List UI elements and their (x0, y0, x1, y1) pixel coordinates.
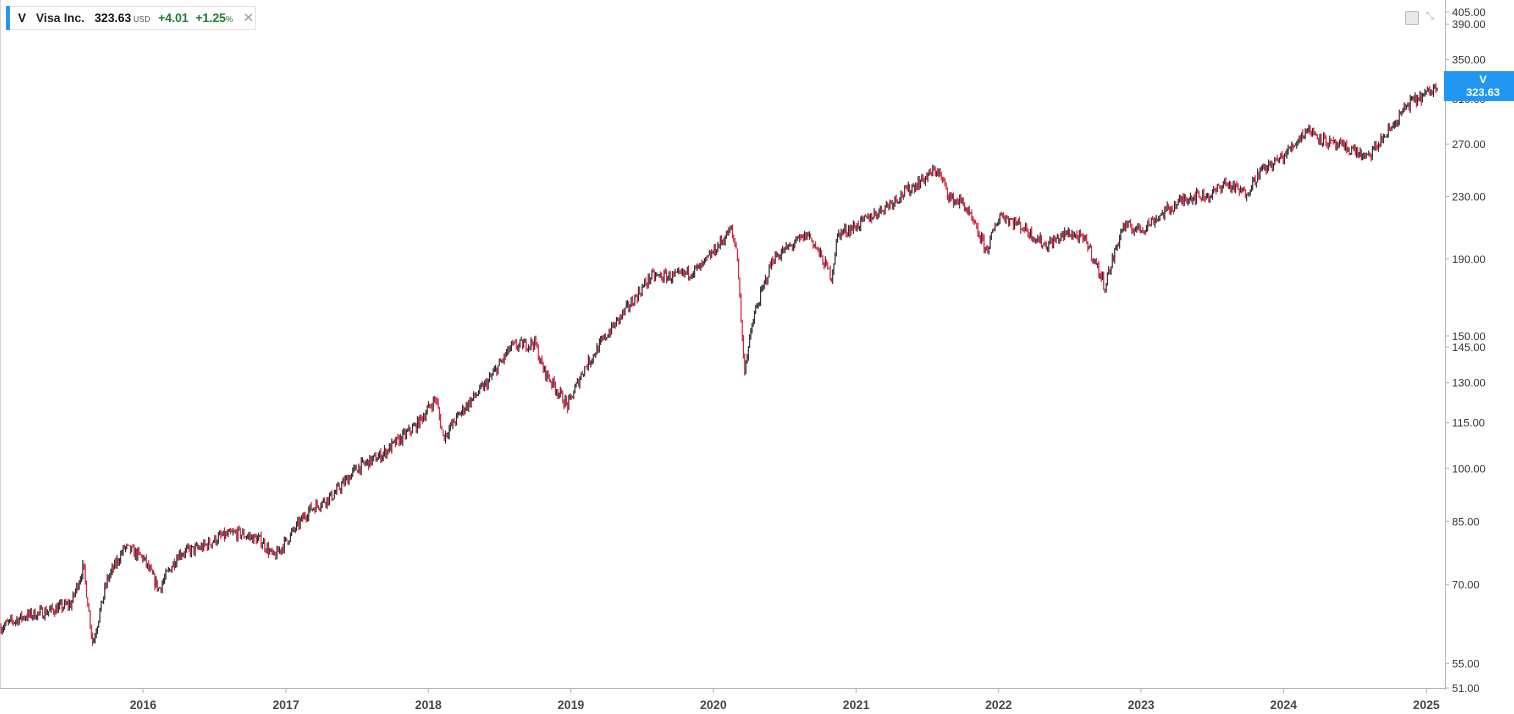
ticker-accent-bar (6, 6, 10, 30)
badge-price: 323.63 (1466, 87, 1500, 99)
collapse-icon[interactable]: ⤡ (1426, 11, 1434, 22)
currency-label: USD (133, 15, 151, 24)
x-tick-label: 2016 (130, 698, 157, 712)
y-tick-label: 405.00 (1452, 7, 1486, 19)
chart-toolbar: ⤡ (1405, 11, 1436, 25)
badge-symbol: V (1479, 74, 1487, 86)
y-tick-label: 130.00 (1452, 378, 1486, 390)
y-tick-label: 51.00 (1452, 683, 1480, 695)
x-tick-label: 2020 (700, 698, 727, 712)
y-tick-label: 70.00 (1452, 580, 1480, 592)
last-price-badge (1444, 71, 1514, 102)
x-tick-label: 2023 (1128, 698, 1155, 712)
download-icon[interactable] (1405, 11, 1419, 25)
percent-unit: % (225, 15, 233, 24)
price-change: +4.01 (158, 11, 189, 25)
x-tick-label: 2017 (273, 698, 300, 712)
y-tick-label: 230.00 (1452, 191, 1486, 203)
y-tick-label: 85.00 (1452, 516, 1480, 528)
company-name: Visa Inc. (36, 11, 85, 25)
ticker-symbol: V (18, 11, 27, 25)
y-tick-label: 55.00 (1452, 658, 1480, 670)
y-tick-label: 270.00 (1452, 139, 1486, 151)
y-tick-label: 115.00 (1452, 418, 1485, 430)
x-tick-label: 2024 (1270, 698, 1297, 712)
x-tick-label: 2021 (843, 698, 870, 712)
x-tick-label: 2019 (557, 698, 584, 712)
close-icon[interactable]: ✕ (242, 10, 254, 25)
percent-change: +1.25 (195, 11, 226, 25)
y-tick-label: 390.00 (1452, 19, 1486, 31)
x-tick-label: 2022 (985, 698, 1012, 712)
y-tick-label: 145.00 (1452, 342, 1486, 354)
candle-layer (0, 82, 1438, 647)
x-tick-label: 2025 (1413, 698, 1440, 712)
y-tick-label: 100.00 (1452, 463, 1486, 475)
chart-left-border (0, 0, 1, 688)
last-price: 323.63 (94, 11, 132, 25)
ticker-legend[interactable]: V Visa Inc. 323.63 USD +4.01 +1.25 % ✕ (6, 6, 256, 30)
x-tick-label: 2018 (415, 698, 442, 712)
y-tick-label: 350.00 (1452, 54, 1486, 66)
y-tick-label: 150.00 (1452, 331, 1486, 343)
y-tick-label: 190.00 (1452, 254, 1486, 266)
